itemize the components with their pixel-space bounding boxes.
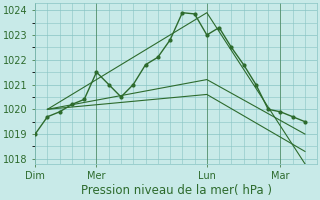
X-axis label: Pression niveau de la mer( hPa ): Pression niveau de la mer( hPa ): [81, 184, 272, 197]
